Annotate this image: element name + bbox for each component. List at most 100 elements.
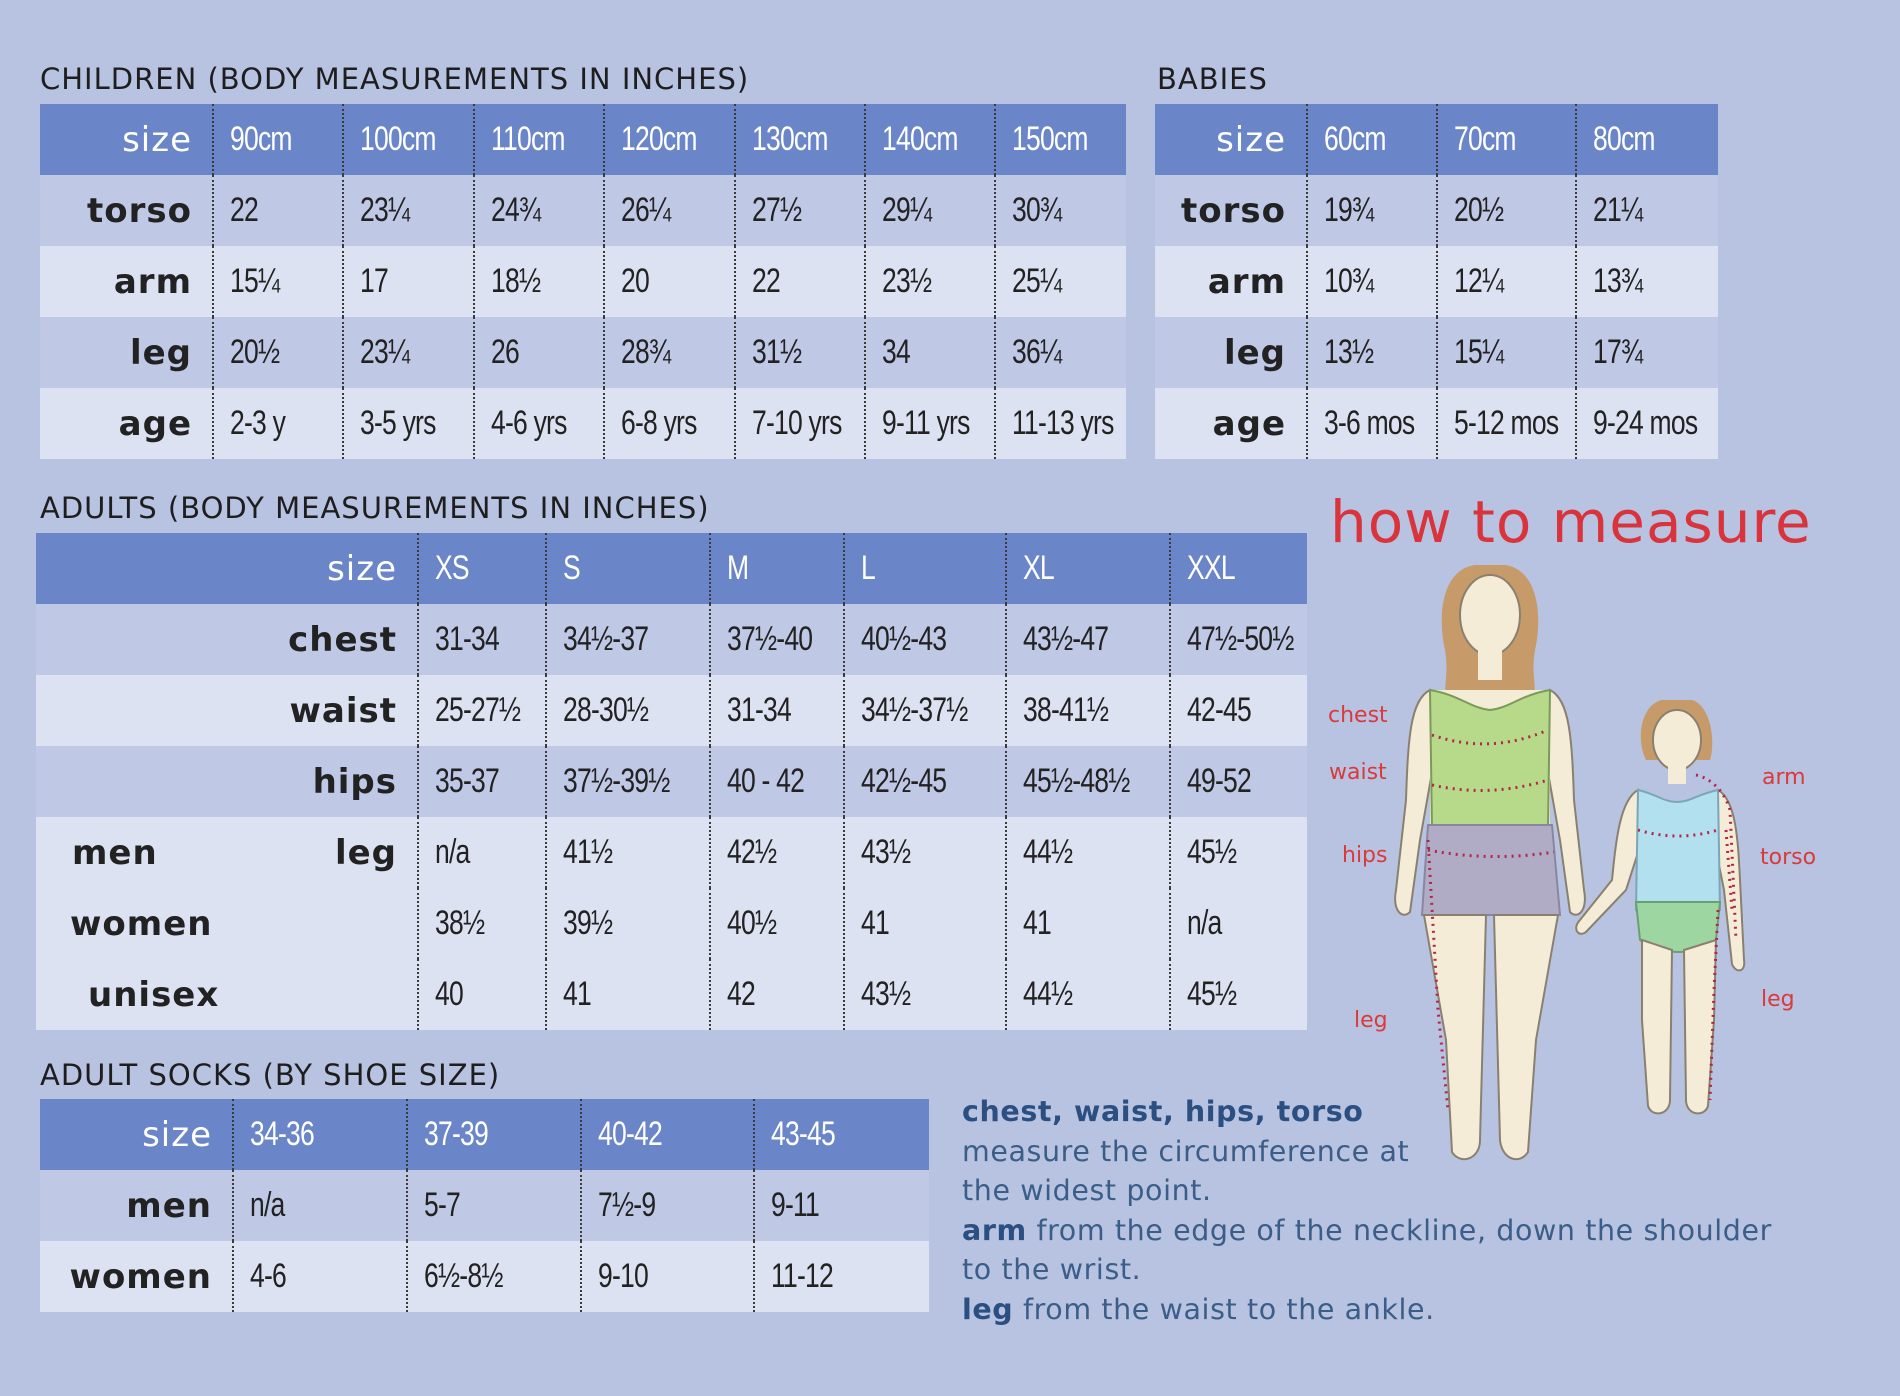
measure-instructions: chest, waist, hips, torso measure the ci…	[962, 1092, 1862, 1329]
cell: 34	[863, 317, 996, 388]
cell: 23½	[863, 246, 996, 317]
cell: 49-52	[1169, 746, 1307, 817]
children-size-90: 90cm	[211, 104, 344, 175]
cell: 42	[709, 959, 844, 1030]
adults-size-s: S	[545, 533, 710, 604]
cell: 31½	[733, 317, 865, 388]
cell: 12¼	[1436, 246, 1576, 317]
row-label: age	[1155, 388, 1307, 459]
cell: 18½	[472, 246, 605, 317]
cell: 40	[417, 959, 546, 1030]
adults-size-m: M	[709, 533, 844, 604]
cell: 9-24 mos	[1575, 388, 1718, 459]
cell: 47½-50½	[1169, 604, 1307, 675]
label-hips: hips	[1342, 843, 1388, 868]
cell: 41	[1005, 888, 1170, 959]
cell: 31-34	[417, 604, 546, 675]
socks-row-men: men n/a 5-7 7½-9 9-11	[40, 1170, 929, 1241]
adults-size-xs: XS	[417, 533, 546, 604]
babies-size-table: size 60cm 70cm 80cm torso 19¾ 20½ 21¼ ar…	[1155, 104, 1718, 459]
cell: 30¾	[994, 175, 1126, 246]
instr-bold-circumference: chest, waist, hips, torso	[962, 1095, 1364, 1128]
children-size-120: 120cm	[603, 104, 735, 175]
row-label: hips	[36, 746, 418, 817]
instr-line-3: the widest point.	[962, 1174, 1212, 1207]
cell: 44½	[1005, 817, 1170, 888]
children-row-torso: torso 22 23¼ 24¾ 26¼ 27½ 29¼ 30¾	[40, 175, 1126, 246]
cell: 36¼	[994, 317, 1126, 388]
children-row-arm: arm 15¼ 17 18½ 20 22 23½ 25¼	[40, 246, 1126, 317]
row-label: arm	[40, 246, 213, 317]
empty-cell	[218, 888, 418, 959]
cell: 37½-39½	[545, 746, 710, 817]
label-chest: chest	[1328, 703, 1388, 728]
how-to-measure-title: how to measure	[1330, 488, 1812, 556]
cell: 44½	[1005, 959, 1170, 1030]
row-label: torso	[1155, 175, 1307, 246]
label-leg-woman: leg	[1354, 1008, 1388, 1033]
cell: 41½	[545, 817, 710, 888]
cell: 35-37	[417, 746, 546, 817]
child-figure	[1575, 700, 1746, 1115]
cell: 37½-40	[709, 604, 844, 675]
woman-figure	[1394, 565, 1586, 1161]
adults-row-leg-men: men leg n/a 41½ 42½ 43½ 44½ 45½	[36, 817, 1307, 888]
babies-size-80: 80cm	[1575, 104, 1718, 175]
children-size-150: 150cm	[994, 104, 1126, 175]
children-row-age: age 2-3 y 3-5 yrs 4-6 yrs 6-8 yrs 7-10 y…	[40, 388, 1126, 459]
empty-cell	[218, 959, 418, 1030]
cell: 38-41½	[1005, 675, 1170, 746]
row-label: leg	[1155, 317, 1307, 388]
cell: 5-12 mos	[1436, 388, 1576, 459]
cell: 9-11	[753, 1170, 929, 1241]
babies-row-age: age 3-6 mos 5-12 mos 9-24 mos	[1155, 388, 1718, 459]
cell: 15¼	[211, 246, 344, 317]
children-title: CHILDREN (BODY MEASUREMENTS IN INCHES)	[40, 62, 750, 96]
socks-row-women: women 4-6 6½-8½ 9-10 11-12	[40, 1241, 929, 1312]
cell: 27½	[733, 175, 865, 246]
label-arm: arm	[1762, 765, 1806, 790]
cell: 19¾	[1306, 175, 1437, 246]
cell: 5-7	[406, 1170, 581, 1241]
adults-row-waist: waist 25-27½ 28-30½ 31-34 34½-37½ 38-41½…	[36, 675, 1307, 746]
instr-line-4: from the edge of the neckline, down the …	[1026, 1213, 1772, 1247]
cell: 31-34	[709, 675, 844, 746]
cell: 6½-8½	[406, 1241, 581, 1312]
cell: 28-30½	[545, 675, 710, 746]
cell: 2-3 y	[211, 388, 344, 459]
socks-size-40-42: 40-42	[580, 1099, 754, 1170]
cell: 43½	[843, 817, 1006, 888]
adults-size-table: size XS S M L XL XXL chest 31-34 34½-37 …	[36, 533, 1307, 1030]
cell: 24¾	[472, 175, 605, 246]
babies-size-70: 70cm	[1436, 104, 1576, 175]
row-label: torso	[40, 175, 213, 246]
cell: 11-13 yrs	[994, 388, 1126, 459]
cell: 22	[211, 175, 344, 246]
babies-size-60: 60cm	[1306, 104, 1437, 175]
adults-title: ADULTS (BODY MEASUREMENTS IN INCHES)	[40, 491, 710, 525]
cell: 40 - 42	[709, 746, 844, 817]
adults-row-leg-unisex: unisex 40 41 42 43½ 44½ 45½	[36, 959, 1307, 1030]
cell: 45½	[1169, 959, 1307, 1030]
cell: n/a	[1169, 888, 1307, 959]
cell: 20	[603, 246, 735, 317]
cell: 41	[545, 959, 710, 1030]
cell: 23¼	[342, 175, 474, 246]
socks-size-label: size	[40, 1099, 233, 1170]
socks-size-43-45: 43-45	[753, 1099, 929, 1170]
cell: 22	[733, 246, 865, 317]
instr-line-6: from the waist to the ankle.	[1013, 1292, 1435, 1326]
cell: 26¼	[603, 175, 735, 246]
cell: 7½-9	[580, 1170, 754, 1241]
group-label-women: women	[36, 888, 218, 959]
babies-size-label: size	[1155, 104, 1307, 175]
adults-size-l: L	[843, 533, 1006, 604]
cell: 42½-45	[843, 746, 1006, 817]
adults-size-xxl: XXL	[1169, 533, 1307, 604]
children-size-label: size	[40, 104, 213, 175]
group-label-men: men	[36, 817, 218, 888]
cell: 45½	[1169, 817, 1307, 888]
babies-row-leg: leg 13½ 15¼ 17¾	[1155, 317, 1718, 388]
measure-figures-illustration	[1394, 565, 1746, 1161]
cell: 20½	[211, 317, 344, 388]
